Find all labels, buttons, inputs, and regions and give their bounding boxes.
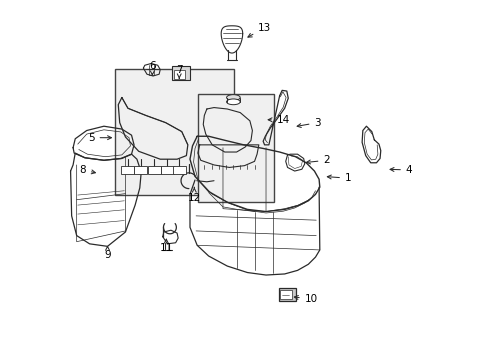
Text: 10: 10: [294, 294, 317, 304]
Text: 5: 5: [88, 133, 111, 143]
Text: 8: 8: [79, 165, 95, 175]
Text: 11: 11: [160, 239, 173, 253]
Bar: [280, 291, 291, 300]
Text: 4: 4: [389, 165, 412, 175]
Text: 2: 2: [306, 155, 329, 165]
Ellipse shape: [226, 95, 240, 100]
Bar: [134, 166, 147, 174]
Bar: [161, 166, 174, 174]
Bar: [278, 288, 296, 301]
Text: 14: 14: [267, 115, 289, 125]
Text: 12: 12: [187, 187, 201, 203]
Text: 1: 1: [326, 173, 351, 183]
Text: 6: 6: [149, 61, 155, 75]
Text: 9: 9: [104, 247, 111, 260]
Bar: [198, 94, 273, 202]
Bar: [121, 166, 134, 174]
Bar: [115, 69, 233, 195]
Bar: [147, 166, 160, 174]
Ellipse shape: [226, 99, 240, 105]
Bar: [174, 69, 185, 78]
Text: 13: 13: [247, 23, 271, 37]
Text: 3: 3: [297, 118, 321, 128]
Bar: [172, 166, 185, 174]
Text: 7: 7: [176, 65, 182, 78]
Bar: [172, 66, 190, 80]
